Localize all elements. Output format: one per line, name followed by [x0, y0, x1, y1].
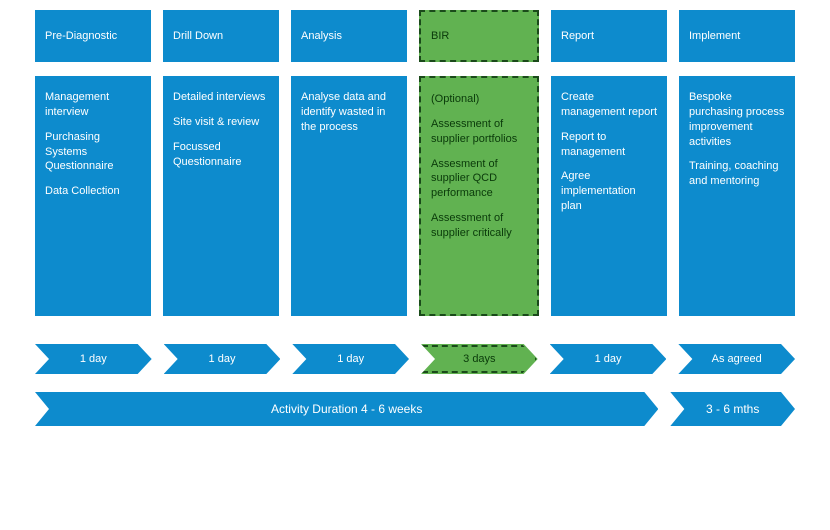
summary-main-label: Activity Duration 4 - 6 weeks	[271, 402, 422, 416]
duration-arrow: 1 day	[164, 344, 281, 374]
duration-arrow: 1 day	[292, 344, 409, 374]
phase-detail-item: Focussed Questionnaire	[173, 140, 269, 170]
duration-label: 1 day	[337, 353, 364, 365]
duration-arrow: As agreed	[678, 344, 795, 374]
duration-arrow: 1 day	[550, 344, 667, 374]
phase-detail: Detailed interviews Site visit & review Fo…	[163, 76, 279, 316]
phase-detail-row: Management interview Purchasing Systems Q…	[35, 76, 795, 316]
phase-detail-item: Create management report	[561, 90, 657, 120]
phase-detail: (Optional) Assessment of supplier portfol…	[419, 76, 539, 316]
process-diagram: Pre-Diagnostic Drill Down Analysis BIR Repor…	[0, 0, 830, 530]
duration-arrow: 1 day	[35, 344, 152, 374]
phase-detail: Management interview Purchasing Systems Q…	[35, 76, 151, 316]
phase-detail-item: Bespoke purchasing process improvement a…	[689, 90, 785, 149]
phase-detail-item: Detailed interviews	[173, 90, 269, 105]
phase-detail-item: Site visit & review	[173, 115, 269, 130]
phase-detail-item: Report to management	[561, 130, 657, 160]
phase-title: Pre-Diagnostic	[45, 29, 141, 44]
phase-title: Analysis	[301, 29, 397, 44]
phase-detail-item: Analyse data and identify wasted in the …	[301, 90, 397, 135]
phase-header: BIR	[419, 10, 539, 62]
phase-header: Pre-Diagnostic	[35, 10, 151, 62]
phase-detail-item: Assessment of supplier critically	[431, 211, 527, 241]
phase-detail-item: (Optional)	[431, 92, 527, 107]
phase-detail-item: Data Collection	[45, 184, 141, 199]
duration-timeline: 1 day 1 day 1 day 3 days 1 day As agreed	[35, 344, 795, 374]
summary-main-arrow: Activity Duration 4 - 6 weeks	[35, 392, 658, 426]
phase-title: Implement	[689, 29, 785, 44]
phase-detail: Analyse data and identify wasted in the …	[291, 76, 407, 316]
phase-title: Report	[561, 29, 657, 44]
phase-header: Analysis	[291, 10, 407, 62]
duration-arrow: 3 days	[421, 344, 538, 374]
phase-detail: Bespoke purchasing process improvement a…	[679, 76, 795, 316]
phase-header: Report	[551, 10, 667, 62]
summary-bar: Activity Duration 4 - 6 weeks 3 - 6 mths	[35, 392, 795, 426]
duration-label: 1 day	[80, 353, 107, 365]
duration-label: 1 day	[209, 353, 236, 365]
phase-detail-item: Purchasing Systems Questionnaire	[45, 130, 141, 175]
summary-tail-label: 3 - 6 mths	[706, 402, 759, 416]
phase-detail-item: Assesment of supplier QCD performance	[431, 157, 527, 202]
phase-detail: Create management report Report to manage…	[551, 76, 667, 316]
phase-detail-item: Training, coaching and mentoring	[689, 159, 785, 189]
phase-detail-item: Agree implementation plan	[561, 169, 657, 214]
phase-header: Implement	[679, 10, 795, 62]
phase-header-row: Pre-Diagnostic Drill Down Analysis BIR Repor…	[35, 10, 795, 62]
phase-title: Drill Down	[173, 29, 269, 44]
duration-label: As agreed	[712, 353, 762, 365]
duration-label: 3 days	[463, 353, 495, 365]
phase-header: Drill Down	[163, 10, 279, 62]
phase-detail-item: Management interview	[45, 90, 141, 120]
phase-detail-item: Assessment of supplier portfolios	[431, 117, 527, 147]
duration-label: 1 day	[595, 353, 622, 365]
summary-tail-arrow: 3 - 6 mths	[670, 392, 795, 426]
phase-title: BIR	[431, 29, 527, 44]
